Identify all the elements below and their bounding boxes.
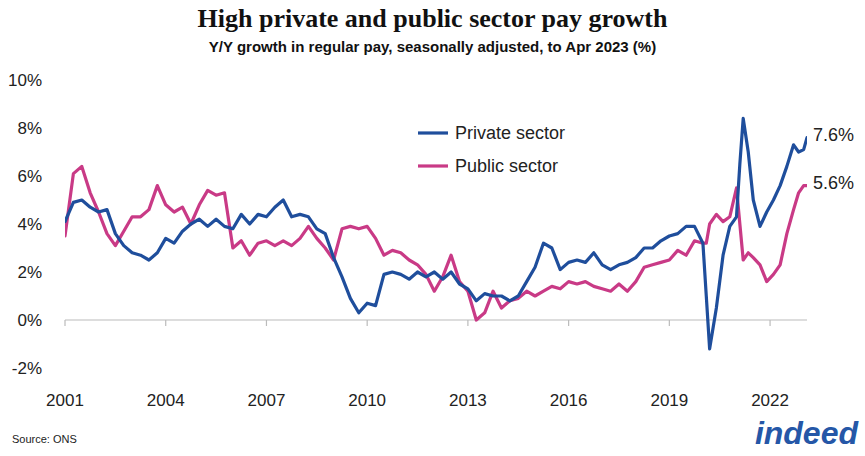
series-line bbox=[65, 118, 807, 348]
series-line bbox=[65, 166, 807, 320]
x-tick-label: 2010 bbox=[348, 391, 386, 410]
legend-label: Private sector bbox=[455, 123, 565, 143]
x-tick bbox=[266, 320, 267, 326]
x-tick-label: 2022 bbox=[751, 391, 789, 410]
source: Source: ONS bbox=[12, 433, 77, 445]
y-tick-label: 2% bbox=[17, 263, 42, 282]
x-axis bbox=[65, 319, 807, 320]
legend-swatch bbox=[418, 164, 448, 167]
x-tick-label: 2016 bbox=[550, 391, 588, 410]
subtitle: Y/Y growth in regular pay, seasonally ad… bbox=[209, 38, 656, 55]
legend-label: Public sector bbox=[455, 156, 558, 176]
x-tick bbox=[165, 320, 166, 326]
y-tick-label: -2% bbox=[12, 359, 42, 378]
y-tick-label: 8% bbox=[17, 119, 42, 138]
x-tick bbox=[64, 320, 65, 326]
end-label: 5.6% bbox=[813, 173, 854, 193]
x-tick-label: 2013 bbox=[449, 391, 487, 410]
y-tick-label: 4% bbox=[17, 215, 42, 234]
y-tick-label: 6% bbox=[17, 167, 42, 186]
chart: High private and public sector pay growt… bbox=[0, 0, 865, 456]
y-tick-label: 10% bbox=[8, 71, 42, 90]
x-tick-label: 2019 bbox=[650, 391, 688, 410]
x-tick bbox=[769, 320, 770, 326]
x-tick-label: 2001 bbox=[46, 391, 84, 410]
x-tick bbox=[669, 320, 670, 326]
x-tick-label: 2007 bbox=[248, 391, 286, 410]
logo: indeed bbox=[755, 415, 860, 451]
plot-area bbox=[65, 118, 807, 348]
x-tick bbox=[367, 320, 368, 326]
title: High private and public sector pay growt… bbox=[198, 4, 669, 33]
legend-swatch bbox=[418, 131, 448, 134]
x-tick bbox=[467, 320, 468, 326]
x-tick-label: 2004 bbox=[147, 391, 185, 410]
end-label: 7.6% bbox=[813, 125, 854, 145]
x-tick bbox=[568, 320, 569, 326]
y-tick-label: 0% bbox=[17, 311, 42, 330]
